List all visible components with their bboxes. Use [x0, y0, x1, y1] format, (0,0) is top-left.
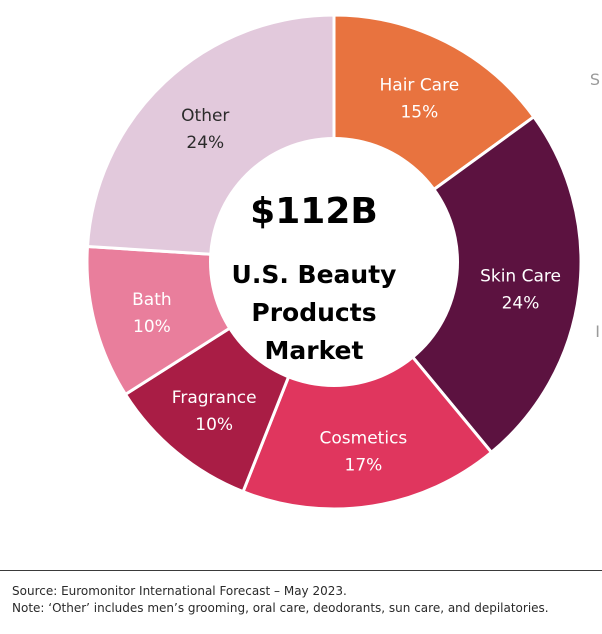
slice-category-label: Fragrance	[172, 388, 257, 408]
slice-value-label: 10%	[195, 415, 233, 435]
slice-value-label: 10%	[133, 317, 171, 337]
slice-value-label: 24%	[502, 294, 540, 314]
slice-category-label: Skin Care	[480, 267, 561, 287]
slice-category-label: Hair Care	[380, 75, 460, 95]
footnote: Note: ‘Other’ includes men’s grooming, o…	[12, 601, 549, 615]
center-title-line-2: Products	[251, 298, 376, 327]
slice-labels: Hair Care 15% Skin Care 24% Cosmetics 17% Frag…	[132, 75, 561, 475]
source-note: Source: Euromonitor International Foreca…	[12, 584, 347, 598]
slice-value-label: 24%	[186, 133, 224, 153]
center-value: $112B	[250, 191, 378, 232]
cropped-text-fragment: I	[595, 322, 600, 341]
cropped-text-fragment: S	[589, 70, 600, 89]
slice-category-label: Bath	[132, 290, 172, 310]
donut-hole	[209, 137, 459, 387]
center-title-line-3: Market	[265, 336, 364, 365]
slice-category-label: Other	[181, 106, 229, 126]
slice-cosmetics	[241, 259, 494, 511]
footer-divider	[0, 570, 602, 571]
donut-chart: Hair Care 15% Skin Care 24% Cosmetics 17% Frag…	[85, 13, 583, 511]
center-title-line-1: U.S. Beauty	[232, 260, 397, 289]
slice-category-label: Cosmetics	[320, 429, 408, 449]
slice-skin-care	[331, 114, 583, 455]
slice-value-label: 15%	[400, 102, 438, 122]
slice-value-label: 17%	[345, 456, 383, 476]
